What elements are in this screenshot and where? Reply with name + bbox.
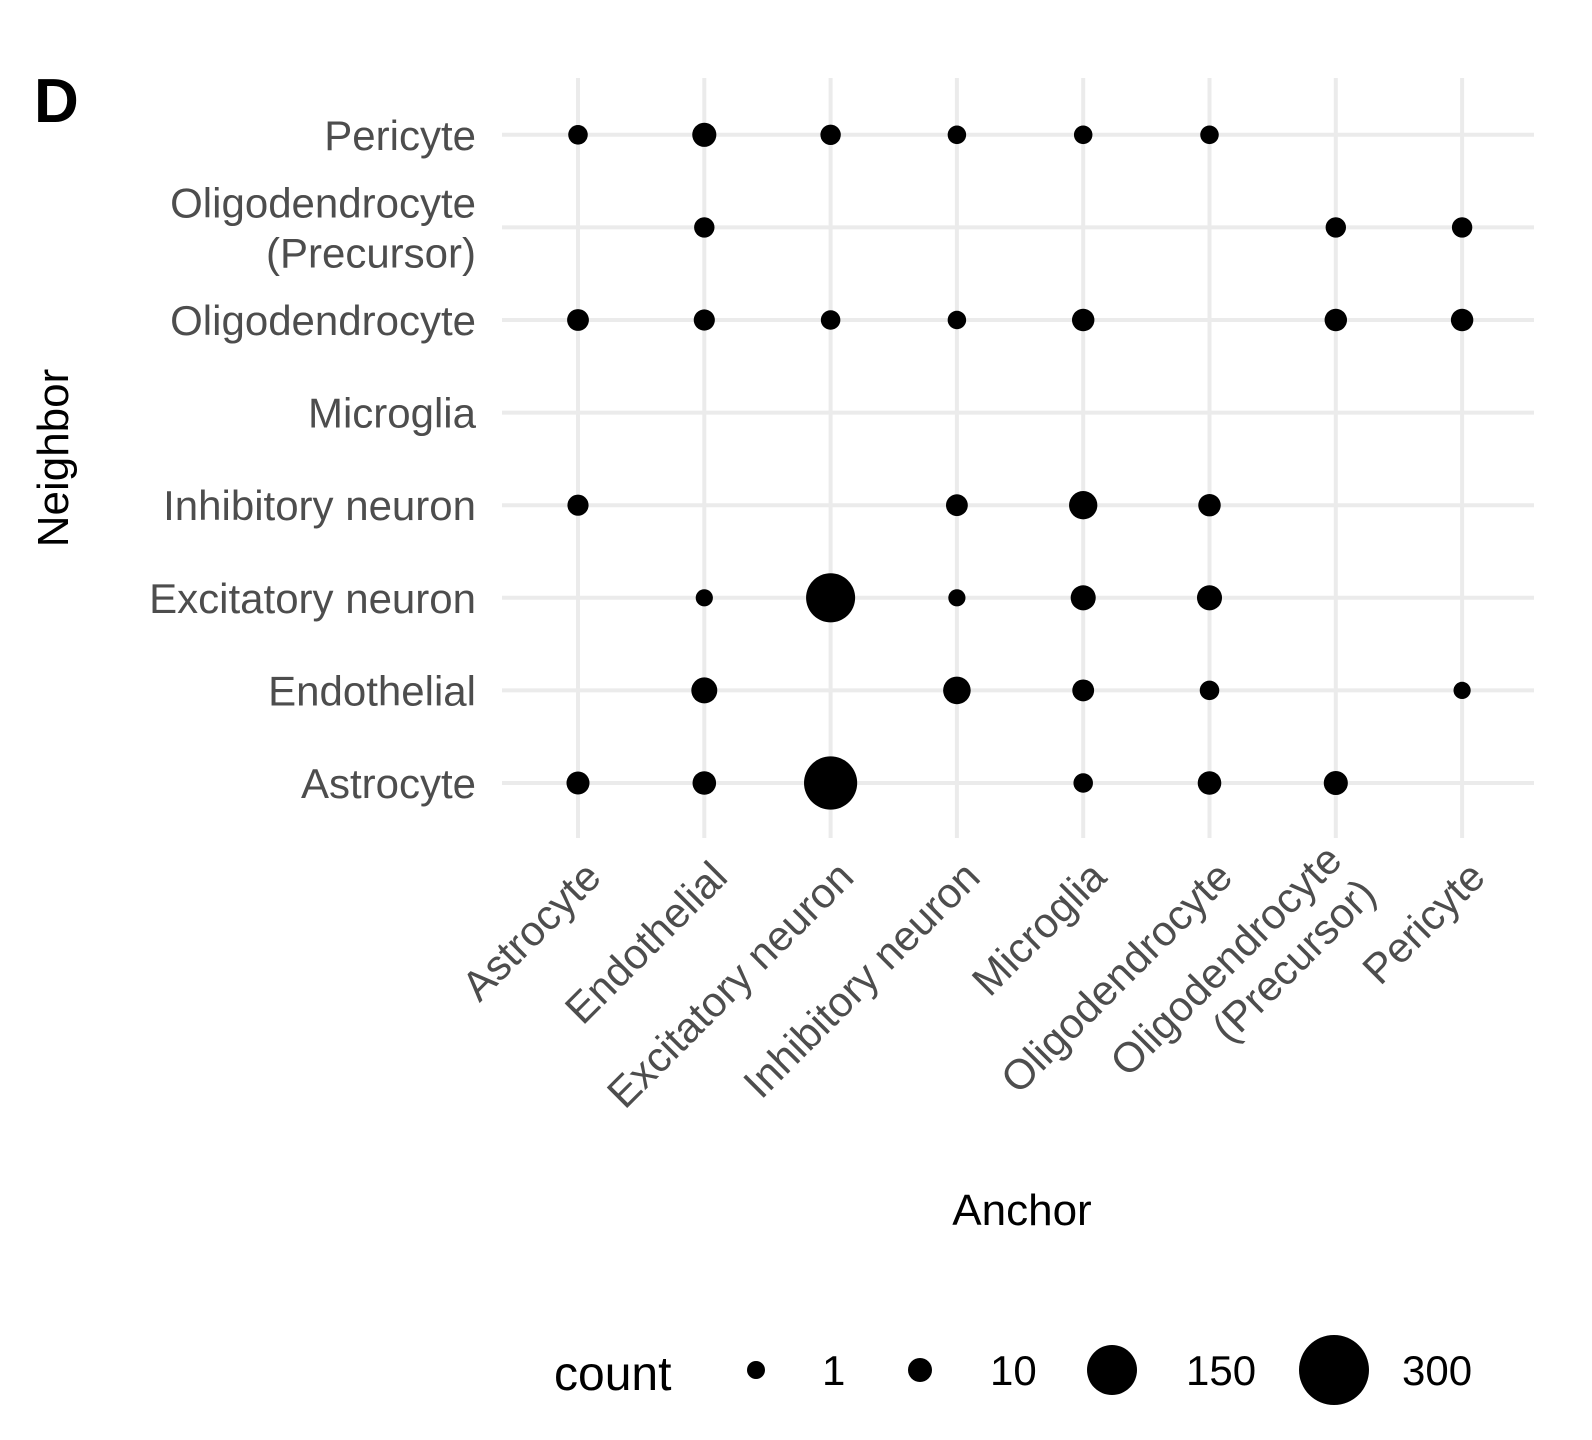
x-tick-label: Inhibitory neuron (734, 852, 988, 1106)
legend-key (747, 1361, 765, 1379)
x-tick-label: Pericyte (1353, 852, 1494, 993)
data-point (1325, 217, 1347, 238)
panel-label: D (34, 67, 79, 136)
y-tick-label: Oligodendrocyte (170, 297, 476, 344)
data-point (1072, 679, 1095, 702)
data-point (1324, 308, 1348, 332)
y-axis-title: Neighbor (29, 369, 78, 548)
y-tick-labels: Astrocyte Endothelial Excitatory neuron Inh… (149, 112, 476, 807)
data-point (1198, 493, 1221, 517)
data-point (947, 310, 967, 330)
data-point (1196, 585, 1223, 611)
data-point (694, 217, 715, 238)
data-point (820, 310, 841, 330)
y-tick-label: Excitatory neuron (149, 575, 476, 622)
legend-label: 300 (1402, 1347, 1472, 1394)
data-point (1197, 771, 1222, 795)
legend-label: 10 (990, 1347, 1037, 1394)
data-point (567, 309, 589, 331)
y-tick-label: Endothelial (268, 667, 476, 714)
y-tick-label: Pericyte (324, 112, 476, 159)
data-point (943, 676, 971, 705)
data-point (1070, 585, 1096, 611)
legend-label: 150 (1186, 1347, 1256, 1394)
data-point (1453, 681, 1471, 700)
data-point (692, 771, 717, 795)
data-point (806, 573, 856, 623)
y-tick-label: Astrocyte (301, 760, 476, 807)
grid-lines (502, 78, 1534, 838)
data-point (693, 309, 715, 331)
data-point (804, 756, 858, 810)
data-point (691, 677, 718, 704)
data-point (1199, 680, 1220, 701)
legend-key (1087, 1345, 1137, 1395)
data-point (820, 124, 841, 145)
data-point (1451, 217, 1473, 238)
data-point (945, 494, 968, 517)
data-point (1073, 125, 1093, 145)
data-point (1071, 308, 1095, 332)
y-tick-label: Inhibitory neuron (163, 482, 476, 529)
legend-title: count (554, 1348, 671, 1401)
x-axis-title: Anchor (952, 1186, 1091, 1235)
data-point (1073, 773, 1093, 793)
data-point (567, 494, 589, 516)
legend-key (908, 1358, 932, 1382)
y-tick-label: Microglia (308, 390, 477, 437)
legend-key (1299, 1335, 1369, 1405)
data-point (1450, 308, 1474, 332)
data-point (568, 125, 588, 145)
y-tick-label: Oligodendrocyte (Precursor) (170, 179, 476, 276)
data-point (1069, 491, 1098, 520)
data-point (948, 589, 966, 607)
data-point (692, 122, 717, 147)
size-legend: count 1 10 150 300 (554, 1335, 1472, 1405)
data-point (947, 125, 967, 145)
legend-label: 1 (822, 1347, 845, 1394)
data-point (1200, 125, 1219, 145)
data-point (695, 589, 713, 607)
data-point (566, 771, 590, 795)
data-points (566, 122, 1474, 810)
data-point (1323, 770, 1348, 796)
